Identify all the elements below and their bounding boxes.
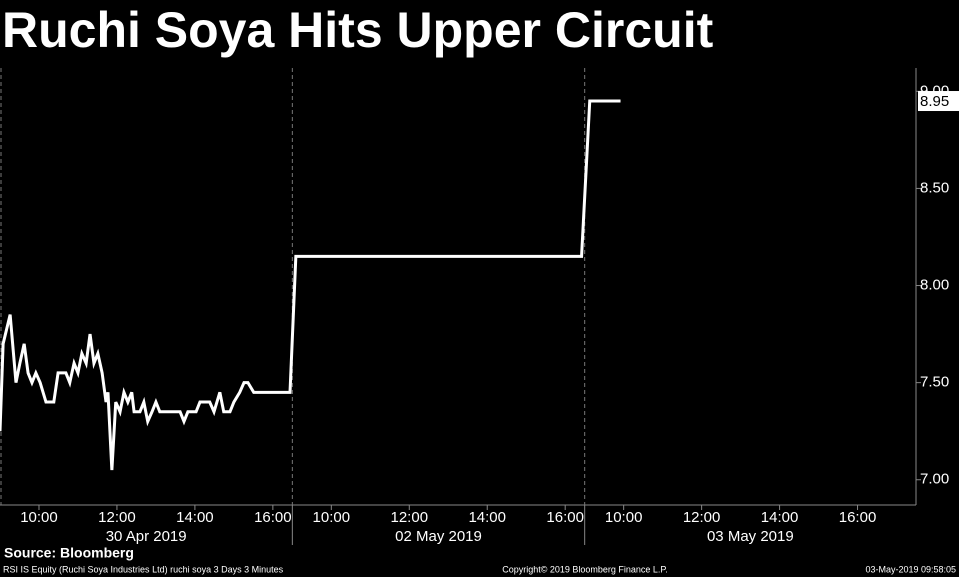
last-price-label: 8.95 bbox=[920, 93, 949, 110]
footer-right: 03-May-2019 09:58:05 bbox=[865, 564, 956, 574]
x-tick-label: 12:00 bbox=[391, 509, 429, 526]
footer-center: Copyright© 2019 Bloomberg Finance L.P. bbox=[502, 564, 668, 574]
x-tick-label: 14:00 bbox=[176, 509, 214, 526]
y-tick-label: 7.00 bbox=[920, 471, 949, 488]
footer-left: RSI IS Equity (Ruchi Soya Industries Ltd… bbox=[3, 564, 284, 574]
x-tick-label: 10:00 bbox=[313, 509, 351, 526]
price-line bbox=[0, 99, 621, 471]
date-label: 02 May 2019 bbox=[395, 528, 482, 545]
y-tick-label: 7.50 bbox=[920, 374, 949, 391]
y-tick-label: 8.00 bbox=[920, 276, 949, 293]
x-tick-label: 10:00 bbox=[20, 509, 58, 526]
source: Source: Bloomberg bbox=[4, 545, 134, 561]
date-label: 30 Apr 2019 bbox=[106, 528, 187, 545]
date-label: 03 May 2019 bbox=[707, 528, 794, 545]
x-tick-label: 16:00 bbox=[254, 509, 292, 526]
x-tick-label: 16:00 bbox=[546, 509, 584, 526]
x-tick-label: 12:00 bbox=[683, 509, 721, 526]
x-tick-label: 16:00 bbox=[839, 509, 877, 526]
x-tick-label: 10:00 bbox=[605, 509, 643, 526]
y-tick-label: 8.50 bbox=[920, 179, 949, 196]
x-tick-label: 14:00 bbox=[761, 509, 799, 526]
x-tick-label: 12:00 bbox=[98, 509, 136, 526]
x-tick-label: 14:00 bbox=[468, 509, 506, 526]
chart-title: Ruchi Soya Hits Upper Circuit bbox=[2, 2, 714, 58]
last-price-box bbox=[918, 91, 959, 112]
